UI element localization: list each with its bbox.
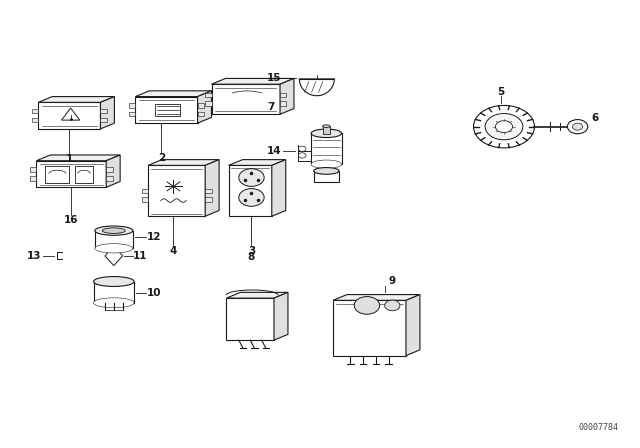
Bar [45, 166, 69, 183]
Bar [311, 134, 342, 164]
Circle shape [239, 169, 264, 186]
Polygon shape [280, 101, 286, 106]
Polygon shape [136, 91, 211, 97]
Circle shape [298, 153, 306, 158]
Polygon shape [36, 161, 106, 187]
Bar [323, 126, 330, 134]
Polygon shape [106, 176, 113, 181]
Ellipse shape [93, 276, 134, 286]
Polygon shape [205, 93, 211, 97]
Polygon shape [148, 165, 205, 216]
Circle shape [568, 120, 588, 134]
Polygon shape [228, 165, 272, 216]
Circle shape [485, 113, 523, 140]
Polygon shape [198, 112, 204, 116]
Bar [75, 166, 93, 183]
Text: 9: 9 [388, 276, 396, 286]
Ellipse shape [102, 228, 125, 233]
Text: 16: 16 [64, 215, 79, 225]
Text: 4: 4 [170, 246, 177, 255]
Bar [95, 231, 133, 248]
Text: 8: 8 [248, 252, 255, 262]
Polygon shape [100, 109, 107, 113]
Polygon shape [211, 78, 294, 84]
Circle shape [239, 189, 264, 206]
Text: 3: 3 [248, 246, 255, 255]
Polygon shape [198, 103, 204, 108]
Polygon shape [333, 300, 406, 356]
Text: 14: 14 [267, 146, 282, 156]
Polygon shape [300, 79, 334, 96]
Polygon shape [129, 103, 136, 108]
Ellipse shape [93, 298, 134, 308]
Ellipse shape [314, 168, 339, 174]
Polygon shape [106, 168, 113, 172]
Polygon shape [205, 159, 219, 216]
Ellipse shape [95, 226, 133, 235]
Text: 10: 10 [147, 288, 162, 297]
Polygon shape [129, 112, 136, 116]
Polygon shape [36, 155, 120, 161]
Ellipse shape [311, 160, 342, 168]
Text: 11: 11 [133, 251, 148, 261]
Polygon shape [228, 159, 285, 165]
Polygon shape [105, 246, 123, 266]
Circle shape [385, 300, 400, 311]
Polygon shape [205, 198, 211, 202]
Polygon shape [272, 159, 285, 216]
Polygon shape [136, 97, 198, 123]
Polygon shape [211, 84, 280, 114]
Polygon shape [30, 176, 36, 181]
Polygon shape [100, 97, 115, 129]
Polygon shape [280, 78, 294, 114]
Text: 1: 1 [66, 154, 73, 164]
Circle shape [298, 146, 306, 151]
Polygon shape [205, 189, 211, 193]
Ellipse shape [311, 129, 342, 138]
Bar [155, 103, 180, 116]
Polygon shape [141, 198, 148, 202]
Text: 13: 13 [28, 251, 42, 261]
Polygon shape [32, 109, 38, 113]
Text: 12: 12 [147, 232, 162, 242]
Polygon shape [38, 102, 100, 129]
Ellipse shape [95, 244, 133, 253]
Text: 7: 7 [268, 102, 275, 112]
Polygon shape [38, 97, 115, 102]
Text: 2: 2 [158, 153, 165, 163]
Polygon shape [148, 159, 219, 165]
Polygon shape [227, 298, 274, 340]
Text: 00007784: 00007784 [578, 423, 618, 432]
Circle shape [573, 123, 582, 130]
Polygon shape [100, 118, 107, 122]
Polygon shape [30, 168, 36, 172]
Polygon shape [106, 155, 120, 187]
Polygon shape [141, 189, 148, 193]
Bar [314, 171, 339, 182]
Circle shape [355, 297, 380, 314]
Circle shape [474, 105, 534, 148]
Polygon shape [205, 101, 211, 106]
Text: 15: 15 [267, 73, 281, 83]
Text: 5: 5 [497, 87, 504, 97]
Polygon shape [32, 118, 38, 122]
Ellipse shape [323, 125, 330, 128]
Polygon shape [406, 295, 420, 356]
Polygon shape [280, 93, 286, 97]
Polygon shape [227, 293, 288, 298]
Polygon shape [198, 91, 211, 123]
Text: 6: 6 [592, 113, 599, 123]
Polygon shape [333, 295, 420, 300]
Polygon shape [274, 293, 288, 340]
Circle shape [495, 121, 513, 133]
Bar [93, 281, 134, 303]
